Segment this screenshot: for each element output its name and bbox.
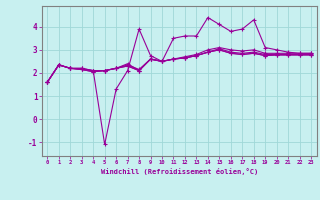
- X-axis label: Windchill (Refroidissement éolien,°C): Windchill (Refroidissement éolien,°C): [100, 168, 258, 175]
